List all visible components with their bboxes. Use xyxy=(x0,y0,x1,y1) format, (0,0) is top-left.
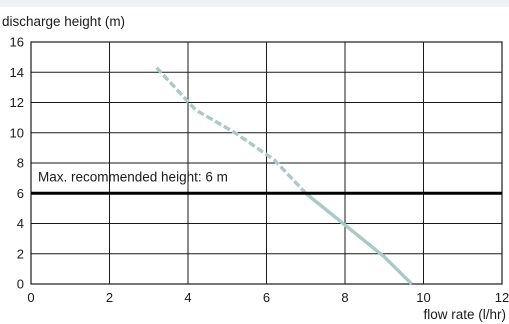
series-layer xyxy=(155,66,413,286)
reference-layer: Max. recommended height: 6 m xyxy=(31,169,502,195)
y-tick-label: 8 xyxy=(17,156,24,171)
x-tick-label: 0 xyxy=(27,290,34,305)
plot-frame xyxy=(30,41,503,285)
y-tick-label: 0 xyxy=(17,277,24,292)
max-height-label: Max. recommended height: 6 m xyxy=(38,169,228,184)
y-tick-label: 6 xyxy=(17,186,24,201)
y-tick-label: 14 xyxy=(10,65,24,80)
flow-curve-solid xyxy=(304,191,413,286)
flow-curve-dashed xyxy=(155,66,308,195)
y-tick-label: 4 xyxy=(17,216,24,231)
x-tick-label: 6 xyxy=(263,290,270,305)
x-tick-label: 2 xyxy=(106,290,113,305)
x-tick-label: 12 xyxy=(495,290,509,305)
x-axis-title: flow rate (l/hr) xyxy=(423,307,506,322)
x-tick-label: 10 xyxy=(416,290,430,305)
tick-labels: 0 2 4 6 8 10 12 14 16 0 2 4 6 8 10 12 xyxy=(10,35,509,306)
header-band xyxy=(0,0,509,7)
y-tick-label: 2 xyxy=(17,246,24,261)
x-tick-label: 8 xyxy=(341,290,348,305)
y-axis-title: discharge height (m) xyxy=(2,14,125,29)
y-tick-label: 16 xyxy=(10,35,24,50)
y-tick-label: 12 xyxy=(10,95,24,110)
grid xyxy=(30,41,503,285)
x-tick-label: 4 xyxy=(184,290,191,305)
y-tick-label: 10 xyxy=(10,125,24,140)
